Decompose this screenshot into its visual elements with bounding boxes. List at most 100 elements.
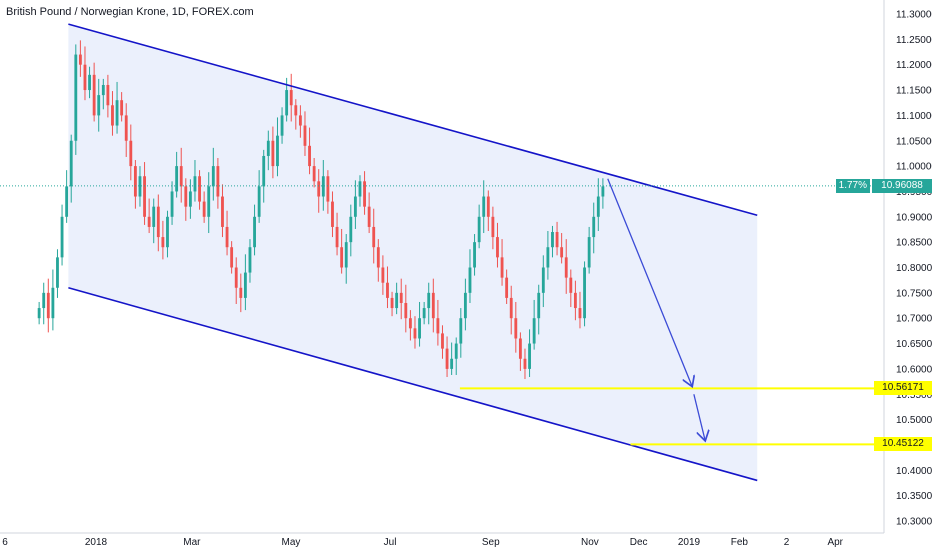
candle-body [386, 282, 389, 298]
candle-body [266, 140, 270, 156]
candle-body [450, 358, 454, 369]
candle-body [312, 166, 316, 182]
candle-body [147, 216, 151, 227]
candle-body [441, 333, 444, 349]
candle-body [106, 84, 110, 106]
candle-body [216, 166, 220, 197]
y-tick-label: 10.60000 [896, 364, 932, 375]
candle-body [101, 84, 105, 96]
y-tick-label: 11.15000 [896, 86, 932, 97]
candle-body [120, 100, 124, 116]
candle-body [298, 115, 302, 126]
candle-body [551, 232, 554, 248]
candle-body [344, 242, 348, 268]
candle-body [555, 232, 559, 248]
candle-body [583, 267, 586, 319]
candle-body [491, 216, 495, 238]
candle-body [321, 176, 325, 197]
x-tick-label: Jul [384, 537, 397, 548]
candle-body [331, 201, 334, 227]
y-tick-label: 10.90000 [896, 212, 932, 223]
candle-body [326, 176, 330, 202]
candle-body [221, 196, 224, 227]
candle-body [184, 186, 188, 207]
candle-body [418, 318, 421, 339]
y-tick-label: 11.20000 [896, 60, 932, 71]
candle-body [390, 297, 394, 309]
candle-body [124, 115, 128, 141]
y-tick-label: 11.05000 [896, 136, 932, 147]
candle-body [500, 257, 504, 278]
candle-body [436, 318, 440, 334]
candle-body [56, 257, 59, 288]
candle-body [271, 140, 275, 167]
y-tick-label: 11.10000 [896, 111, 932, 122]
candle-body [198, 176, 201, 202]
candle-body [509, 297, 513, 319]
candle-body [363, 181, 366, 207]
candle-body [143, 176, 146, 217]
candle-body [111, 105, 114, 126]
candle-body [431, 292, 435, 319]
candle-body [202, 201, 206, 217]
candle-body [601, 186, 605, 197]
y-tick-label: 10.30000 [896, 517, 932, 528]
candle-body [349, 216, 353, 243]
y-tick-label: 11.25000 [896, 35, 932, 46]
y-tick-label: 10.35000 [896, 491, 932, 502]
candle-body [528, 343, 531, 369]
candle-body [42, 292, 46, 309]
price-change-badge: 1.77% [835, 178, 870, 193]
y-tick-label: 10.70000 [896, 314, 932, 325]
candle-body [596, 196, 600, 217]
candle-body [51, 287, 55, 319]
candle-body [358, 181, 362, 197]
candle-body [243, 272, 247, 298]
candle-body [335, 226, 339, 248]
candle-body [92, 74, 96, 116]
candle-body [230, 247, 234, 268]
candle-body [88, 74, 91, 91]
x-tick-label: Sep [482, 537, 500, 548]
x-tick-label: 2018 [85, 537, 108, 548]
candle-body [592, 216, 596, 238]
candle-body [46, 292, 50, 319]
x-tick-label: 2019 [678, 537, 701, 548]
candle-body [317, 181, 321, 197]
candle-body [262, 155, 266, 187]
y-tick-label: 10.40000 [896, 466, 932, 477]
candle-body [60, 216, 64, 258]
candle-body [225, 226, 229, 248]
y-tick-label: 11.30000 [896, 10, 932, 21]
candle-body [353, 196, 357, 217]
candle-body [381, 267, 385, 283]
candle-body [505, 277, 509, 298]
candle-body [514, 318, 518, 339]
candle-body [477, 216, 481, 243]
candle-body [280, 115, 284, 136]
candle-body [276, 135, 279, 167]
y-tick-label: 10.65000 [896, 339, 932, 350]
candle-body [156, 206, 160, 238]
candle-body [560, 247, 564, 258]
candle-body [578, 308, 582, 319]
y-tick-label: 10.50000 [896, 415, 932, 426]
candle-body [459, 318, 463, 344]
level-label: 10.45122 [874, 437, 932, 452]
candle-body [170, 191, 174, 217]
candle-body [74, 54, 78, 141]
candle-body [69, 140, 73, 187]
x-tick-label: Dec [630, 537, 648, 548]
candle-body [37, 308, 41, 319]
y-tick-label: 10.75000 [896, 288, 932, 299]
candle-body [587, 237, 591, 268]
candle-body [133, 166, 137, 197]
x-tick-label: Apr [827, 537, 843, 548]
candle-body [303, 125, 307, 146]
candle-body [253, 216, 256, 248]
projection-arrow [607, 178, 692, 387]
candle-body [367, 206, 371, 227]
y-tick-label: 10.80000 [896, 263, 932, 274]
